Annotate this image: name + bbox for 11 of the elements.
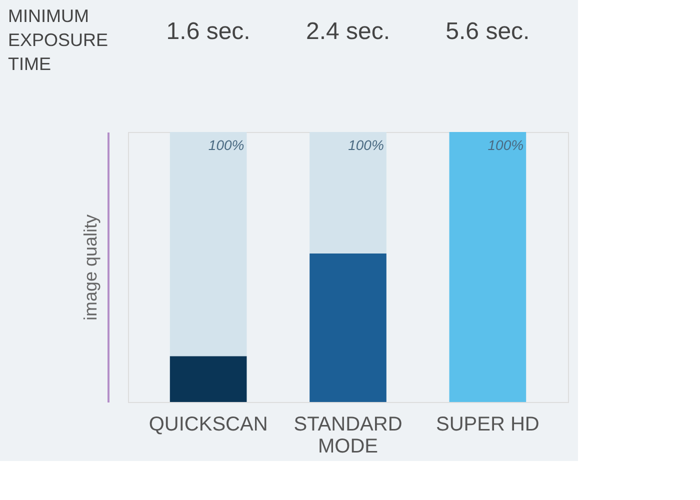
text: 1.6 sec. xyxy=(166,18,250,45)
y-axis-title: image quality xyxy=(80,214,100,321)
text: MINIMUM EXPOSURE TIME xyxy=(8,6,108,74)
x-tick-label: STANDARD MODE xyxy=(294,414,402,458)
annotation: 100% xyxy=(208,137,244,153)
x-tick-label: SUPER HD xyxy=(436,414,540,436)
text: 2.4 sec. xyxy=(306,18,390,45)
x-tick-label: QUICKSCAN xyxy=(148,414,268,436)
annotation: 100% xyxy=(348,137,384,153)
annotation: 100% xyxy=(488,137,524,153)
text: 5.6 sec. xyxy=(446,18,530,45)
